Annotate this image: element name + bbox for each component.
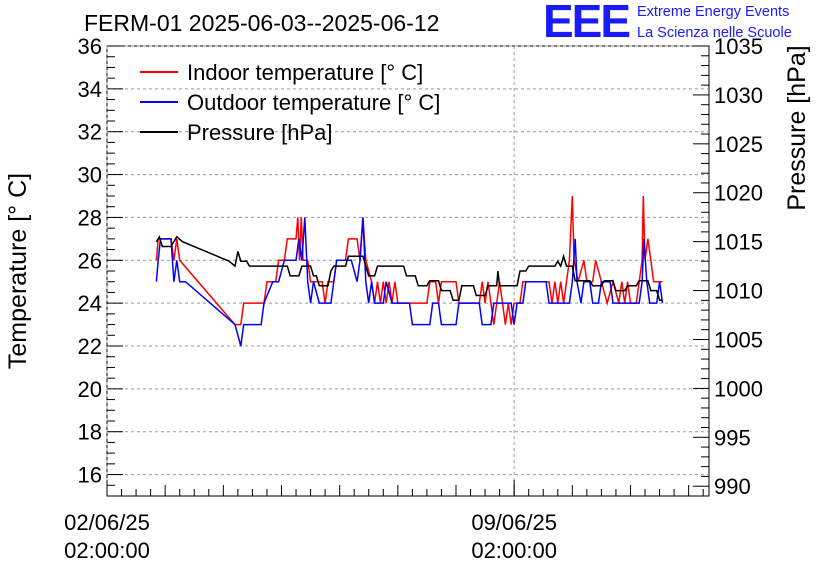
y-right-tick-label: 1015 — [714, 230, 763, 255]
y-left-tick-label: 36 — [78, 34, 102, 59]
legend-label-3: Pressure [hPa] — [187, 120, 333, 145]
x-tick-label-date: 09/06/25 — [471, 510, 557, 535]
y-left-tick-label: 18 — [78, 420, 102, 445]
eee-logo: EEE — [543, 0, 631, 47]
y-right-tick-label: 1025 — [714, 132, 763, 157]
legend-label-2: Outdoor temperature [° C] — [187, 90, 440, 115]
y-left-tick-label: 16 — [78, 463, 102, 488]
y-right-tick-label: 990 — [714, 474, 751, 499]
y-left-tick-label: 22 — [78, 334, 102, 359]
chart-title: FERM-01 2025-06-03--2025-06-12 — [84, 10, 440, 36]
y-left-tick-label: 20 — [78, 377, 102, 402]
series-line-3 — [155, 234, 663, 302]
legend-label-1: Indoor temperature [° C] — [187, 60, 423, 85]
y-left-tick-label: 32 — [78, 120, 102, 145]
x-tick-label-time: 02:00:00 — [471, 538, 557, 563]
y-left-axis-title: Temperature [° C] — [4, 173, 32, 369]
y-right-tick-label: 1030 — [714, 83, 763, 108]
y-right-tick-label: 1005 — [714, 327, 763, 352]
y-right-tick-label: 1000 — [714, 376, 763, 401]
y-right-tick-label: 1010 — [714, 279, 763, 304]
y-left-tick-label: 34 — [78, 77, 102, 102]
x-tick-label-time: 02:00:00 — [64, 538, 150, 563]
y-right-tick-label: 1035 — [714, 34, 763, 59]
logo-line-2: La Scienza nelle Scuole — [637, 25, 792, 41]
y-right-tick-label: 995 — [714, 425, 751, 450]
y-left-tick-label: 26 — [78, 248, 102, 273]
logo-line-1: Extreme Energy Events — [637, 4, 790, 20]
y-right-axis-title: Pressure [hPa] — [783, 45, 811, 210]
y-left-tick-label: 24 — [78, 291, 102, 316]
y-right-tick-label: 1020 — [714, 181, 763, 206]
y-left-tick-label: 28 — [78, 205, 102, 230]
y-left-tick-label: 30 — [78, 163, 102, 188]
series-line-2 — [155, 217, 664, 347]
x-tick-label-date: 02/06/25 — [64, 510, 150, 535]
